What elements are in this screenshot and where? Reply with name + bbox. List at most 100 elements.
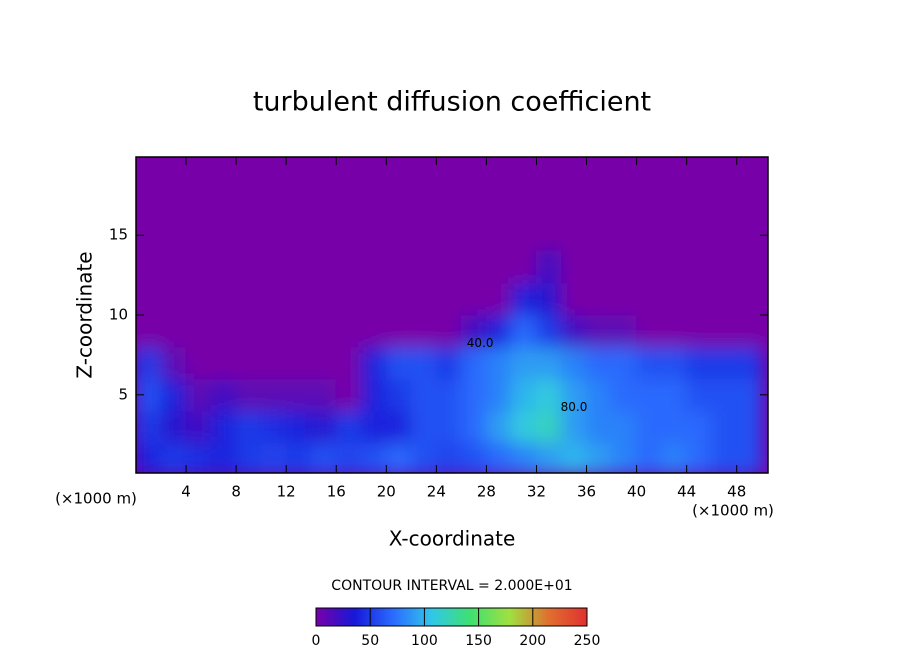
cell bbox=[385, 442, 412, 473]
cell bbox=[435, 442, 462, 473]
cell bbox=[435, 250, 462, 284]
cell bbox=[485, 250, 512, 284]
cell bbox=[160, 314, 187, 348]
y-tick-label: 5 bbox=[118, 385, 128, 403]
cell bbox=[460, 282, 487, 316]
cell bbox=[210, 346, 237, 380]
cell bbox=[435, 346, 462, 380]
cell bbox=[460, 378, 487, 412]
x-tick-label: 44 bbox=[677, 483, 696, 501]
cell bbox=[210, 410, 237, 444]
cell bbox=[535, 314, 563, 348]
cell bbox=[185, 378, 212, 412]
contour-interval: CONTOUR INTERVAL = 2.000E+01 bbox=[331, 578, 572, 594]
cell bbox=[235, 410, 262, 444]
cell bbox=[460, 442, 487, 473]
x-tick-label: 8 bbox=[231, 483, 241, 501]
cell bbox=[285, 282, 312, 316]
cell bbox=[686, 442, 713, 473]
colorbar-tick-label: 0 bbox=[312, 633, 321, 649]
cell bbox=[285, 442, 312, 473]
field bbox=[136, 250, 763, 473]
cell bbox=[260, 282, 287, 316]
cell bbox=[260, 442, 287, 473]
cell bbox=[285, 410, 312, 444]
cell bbox=[136, 314, 162, 348]
cell bbox=[235, 346, 262, 380]
cell bbox=[611, 346, 638, 380]
x-tick-label: 20 bbox=[377, 483, 396, 501]
cell bbox=[485, 442, 512, 473]
y-tick-label: 15 bbox=[109, 226, 128, 244]
cell bbox=[185, 346, 212, 380]
colorbar-tick-label: 50 bbox=[361, 633, 379, 649]
x-tick-label: 4 bbox=[181, 483, 191, 501]
colorbar-tick-label: 200 bbox=[519, 633, 546, 649]
cell bbox=[185, 410, 212, 444]
cell bbox=[460, 250, 487, 284]
cell bbox=[661, 378, 688, 412]
cell bbox=[510, 250, 537, 284]
cell bbox=[310, 442, 337, 473]
cell bbox=[561, 346, 588, 380]
cell bbox=[736, 314, 763, 348]
cell bbox=[686, 282, 713, 316]
y-unit: (×1000 m) bbox=[55, 490, 137, 508]
cell bbox=[561, 282, 588, 316]
cell bbox=[686, 250, 713, 284]
cell bbox=[611, 314, 638, 348]
cell bbox=[661, 410, 688, 444]
cell bbox=[711, 346, 738, 380]
cell bbox=[561, 378, 588, 412]
cell bbox=[636, 442, 663, 473]
cell bbox=[285, 250, 312, 284]
cell bbox=[185, 442, 212, 473]
cell bbox=[335, 410, 362, 444]
cell bbox=[736, 282, 763, 316]
x-tick-label: 12 bbox=[277, 483, 296, 501]
cell bbox=[136, 442, 162, 473]
cell bbox=[686, 314, 713, 348]
colorbar-tick-label: 250 bbox=[574, 633, 601, 649]
cell bbox=[561, 250, 588, 284]
cell bbox=[136, 282, 162, 316]
cell bbox=[611, 282, 638, 316]
cell bbox=[711, 442, 738, 473]
cell bbox=[435, 282, 462, 316]
cell bbox=[636, 282, 663, 316]
cell bbox=[661, 282, 688, 316]
cell bbox=[661, 442, 688, 473]
cell bbox=[636, 410, 663, 444]
cell bbox=[410, 282, 437, 316]
cell bbox=[485, 314, 512, 348]
cell bbox=[385, 314, 412, 348]
cell bbox=[310, 314, 337, 348]
x-unit: (×1000 m) bbox=[692, 502, 774, 520]
cell bbox=[160, 378, 187, 412]
cell bbox=[210, 442, 237, 473]
cell bbox=[736, 410, 763, 444]
cell bbox=[385, 250, 412, 284]
cell bbox=[636, 250, 663, 284]
cell bbox=[510, 442, 537, 473]
cell bbox=[535, 410, 563, 444]
cell bbox=[636, 378, 663, 412]
cell bbox=[686, 346, 713, 380]
cell bbox=[310, 282, 337, 316]
cell bbox=[360, 250, 387, 284]
cell bbox=[510, 282, 537, 316]
cell bbox=[285, 346, 312, 380]
cell bbox=[210, 378, 237, 412]
overlay: 40.0 80.0 bbox=[467, 336, 588, 414]
x-tick-label: 32 bbox=[527, 483, 546, 501]
cell bbox=[535, 282, 563, 316]
cell bbox=[485, 282, 512, 316]
cell bbox=[310, 410, 337, 444]
cell bbox=[235, 282, 262, 316]
cell bbox=[310, 378, 337, 412]
cell bbox=[260, 410, 287, 444]
cell bbox=[160, 250, 187, 284]
cell bbox=[510, 314, 537, 348]
cell bbox=[661, 314, 688, 348]
